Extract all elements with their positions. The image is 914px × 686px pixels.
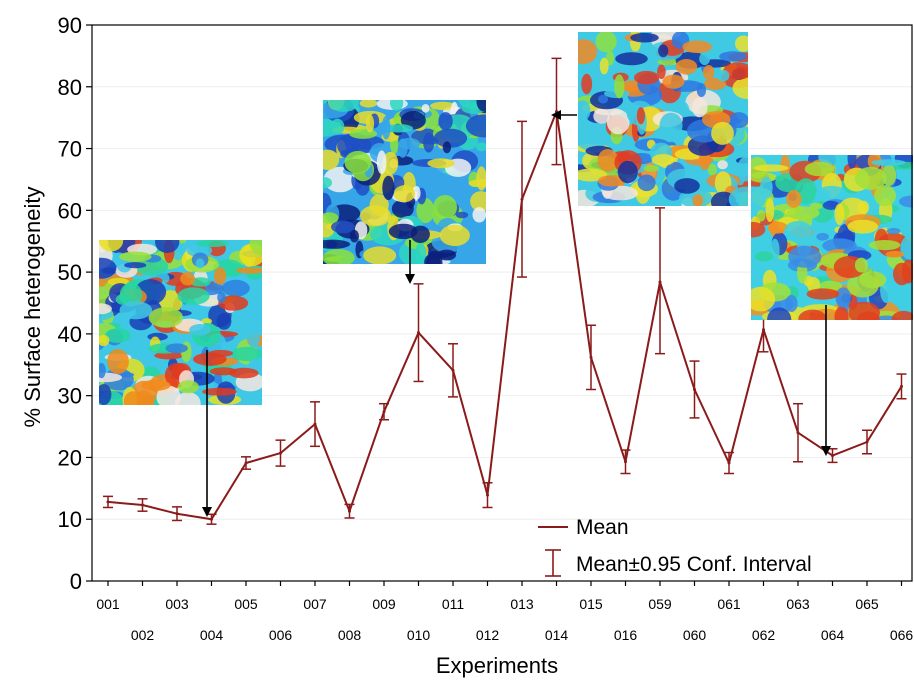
y-tick-label-6: 60	[58, 198, 82, 223]
x-tick-label-1: 002	[131, 627, 155, 643]
error-bar-001	[103, 495, 113, 509]
x-tick-label-14: 015	[579, 596, 603, 612]
error-bar-012	[482, 482, 493, 509]
error-bar-005	[241, 456, 251, 470]
legend-ci-swatch	[545, 549, 561, 577]
error-bar-059	[655, 207, 665, 355]
x-axis-title: Experiments	[436, 653, 558, 678]
error-bar-011	[448, 343, 458, 398]
error-bar-006	[275, 439, 286, 467]
error-bar-064	[827, 448, 838, 464]
x-tick-label-23: 066	[890, 627, 914, 643]
error-bars	[103, 57, 907, 525]
inset-images	[99, 32, 913, 405]
mean-line	[107, 110, 903, 521]
x-tick-label-21: 064	[821, 627, 845, 643]
y-tick-label-1: 10	[58, 507, 82, 532]
x-tick-label-18: 061	[717, 596, 741, 612]
y-tick-label-3: 30	[58, 384, 82, 409]
error-bar-002	[137, 498, 148, 512]
y-axis-title: % Surface heterogeneity	[20, 187, 45, 428]
x-tick-label-8: 009	[372, 596, 396, 612]
y-tick-label-0: 0	[70, 569, 82, 594]
x-tick-label-6: 007	[303, 596, 327, 612]
y-tick-label-4: 40	[58, 322, 82, 347]
inset-004-image	[99, 240, 262, 405]
y-tick-label-9: 90	[58, 13, 82, 38]
x-tick-label-19: 062	[752, 627, 776, 643]
x-tick-label-11: 012	[476, 627, 500, 643]
error-bar-066	[896, 373, 907, 400]
x-tick-label-0: 001	[96, 596, 120, 612]
x-tick-label-22: 065	[855, 596, 879, 612]
error-bar-016	[620, 449, 631, 475]
x-tick-label-2: 003	[165, 596, 189, 612]
error-bar-060	[689, 360, 700, 419]
error-bar-063	[793, 402, 803, 463]
x-tick-label-17: 060	[683, 627, 707, 643]
x-tick-label-20: 063	[786, 596, 810, 612]
inset-010-image	[323, 100, 486, 264]
y-tick-label-2: 20	[58, 445, 82, 470]
inset-064-image	[751, 155, 913, 320]
x-tick-label-12: 013	[510, 596, 534, 612]
error-bar-061	[724, 451, 734, 475]
error-bar-013	[517, 120, 527, 278]
x-axis-ticks: 001 002 003 004 005 006 007 008 009 010 011 012 013 0…	[96, 581, 913, 643]
x-tick-label-16: 059	[648, 596, 672, 612]
x-tick-label-3: 004	[200, 627, 224, 643]
inset-014-image	[578, 32, 748, 206]
error-bar-065	[862, 429, 872, 455]
y-tick-label-5: 50	[58, 260, 82, 285]
x-tick-label-9: 010	[407, 627, 431, 643]
x-tick-label-5: 006	[269, 627, 293, 643]
y-axis-ticks: 0 10 20 30 40 50 60 70 80 90	[58, 13, 92, 594]
error-bar-003	[172, 506, 182, 522]
legend-mean-label: Mean	[576, 516, 629, 539]
error-bar-008	[344, 503, 355, 519]
y-tick-label-7: 70	[58, 137, 82, 162]
legend: Mean Mean±0.95 Conf. Interval	[538, 516, 812, 577]
x-tick-label-13: 014	[545, 627, 569, 643]
error-bar-009	[379, 402, 389, 421]
x-tick-label-15: 016	[614, 627, 638, 643]
error-bar-015	[586, 324, 596, 391]
y-tick-label-8: 80	[58, 75, 82, 100]
inset-arrows	[202, 110, 831, 517]
error-bar-010	[413, 283, 424, 383]
x-tick-label-7: 008	[338, 627, 362, 643]
x-tick-label-10: 011	[442, 596, 465, 612]
x-tick-label-4: 005	[234, 596, 258, 612]
plot-frame	[91, 24, 913, 582]
legend-ci-label: Mean±0.95 Conf. Interval	[576, 553, 812, 576]
error-bar-007	[310, 401, 320, 448]
